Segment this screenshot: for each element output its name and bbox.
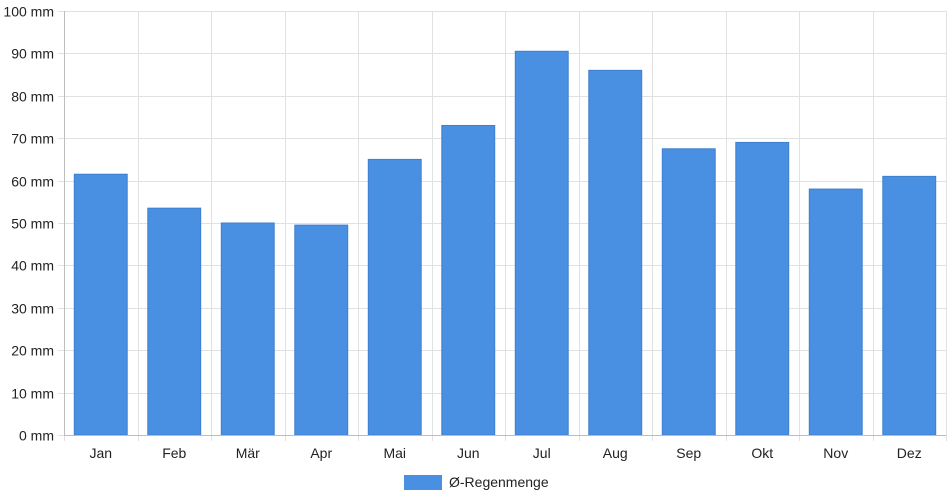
x-axis: Jan Feb Mär Apr Mai Jun Jul Aug Sep Okt Nov Dez: [64, 435, 946, 461]
x-tick-label: Apr: [310, 445, 332, 461]
bar[interactable]: [367, 158, 422, 436]
bar[interactable]: [147, 207, 202, 436]
legend-swatch[interactable]: [404, 475, 442, 490]
y-axis: 0 mm 10 mm 20 mm 30 mm 40 mm 50 mm 60 mm 70 mm 8…: [3, 4, 65, 444]
bar[interactable]: [294, 224, 349, 436]
y-tick-label: 60 mm: [11, 174, 54, 190]
y-tick-label: 40 mm: [11, 258, 54, 274]
x-tick-label: Jul: [533, 445, 551, 461]
bar[interactable]: [441, 124, 496, 436]
x-tick-label: Dez: [897, 445, 922, 461]
y-tick-label: 80 mm: [11, 89, 54, 105]
y-tick-label: 100 mm: [3, 4, 54, 20]
legend[interactable]: Ø-Regenmenge: [404, 474, 549, 490]
y-tick-label: 50 mm: [11, 216, 54, 232]
x-tick-label: Mär: [236, 445, 260, 461]
x-tick-label: Jun: [457, 445, 480, 461]
bar[interactable]: [735, 141, 790, 436]
bar[interactable]: [514, 50, 569, 436]
y-tick-label: 10 mm: [11, 386, 54, 402]
x-tick-label: Mai: [383, 445, 406, 461]
y-tick-label: 30 mm: [11, 301, 54, 317]
bar-series: [73, 50, 937, 436]
bar[interactable]: [661, 148, 716, 436]
x-tick-label: Okt: [751, 445, 773, 461]
y-tick-label: 20 mm: [11, 343, 54, 359]
x-tick-label: Aug: [603, 445, 628, 461]
x-tick-label: Jan: [89, 445, 112, 461]
bar[interactable]: [808, 188, 863, 436]
bar[interactable]: [882, 175, 937, 436]
x-tick-label: Feb: [162, 445, 186, 461]
x-tick-label: Nov: [823, 445, 848, 461]
legend-label[interactable]: Ø-Regenmenge: [449, 474, 549, 490]
bar[interactable]: [73, 173, 128, 436]
y-tick-label: 0 mm: [19, 428, 54, 444]
x-tick-label: Sep: [676, 445, 701, 461]
y-tick-label: 70 mm: [11, 131, 54, 147]
y-tick-label: 90 mm: [11, 46, 54, 62]
bar[interactable]: [220, 222, 275, 436]
bar[interactable]: [588, 69, 643, 436]
